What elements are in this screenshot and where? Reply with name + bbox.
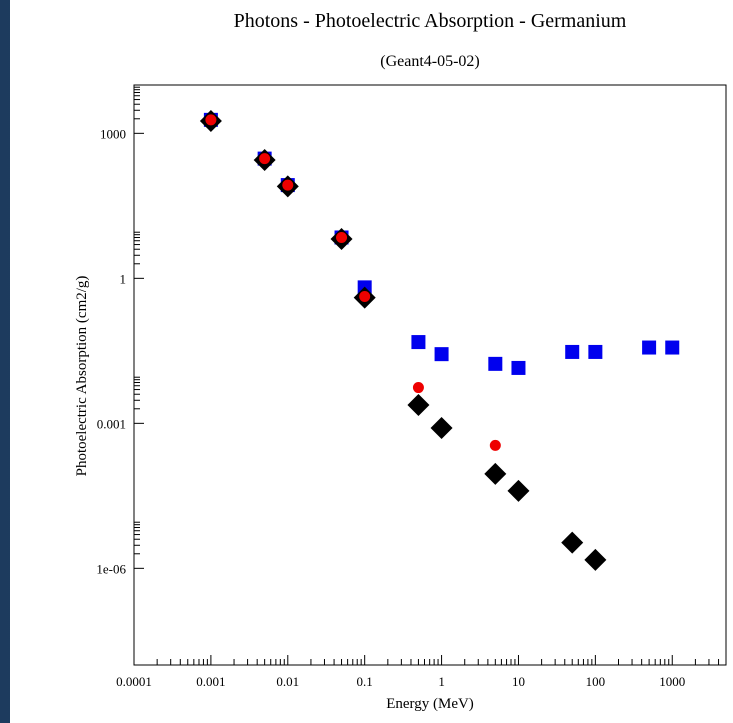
circle-marker	[205, 114, 217, 126]
square-marker	[565, 344, 580, 359]
data-marks	[199, 109, 680, 571]
chart-svg: Photons - Photoelectric Absorption - Ger…	[74, 10, 727, 712]
square-marker	[588, 344, 603, 359]
square-marker	[665, 340, 680, 355]
diamond-marker	[407, 393, 430, 416]
x-tick-label: 1000	[659, 674, 685, 689]
x-tick-label: 10	[512, 674, 525, 689]
x-tick-label: 0.0001	[116, 674, 152, 689]
square-marker	[434, 347, 449, 362]
x-axis-label: Energy (MeV)	[386, 696, 474, 712]
diamond-marker	[561, 531, 584, 554]
square-marker	[411, 335, 426, 350]
diamond-marker	[430, 417, 453, 440]
y-axis-label: Photoelectric Absorption (cm2/g)	[74, 276, 90, 477]
chart-panel: Photons - Photoelectric Absorption - Ger…	[10, 0, 733, 723]
y-tick-label: 1	[120, 271, 127, 286]
x-tick-label: 100	[586, 674, 606, 689]
circle-marker	[282, 179, 294, 191]
chart-title: Photons - Photoelectric Absorption - Ger…	[234, 10, 627, 32]
diamond-marker	[584, 548, 607, 571]
circle-marker	[489, 439, 501, 451]
y-tick-label: 0.001	[97, 416, 126, 431]
x-tick-label: 1	[438, 674, 445, 689]
circle-marker	[412, 382, 424, 394]
square-marker	[642, 340, 657, 355]
tick-labels: 0.0001 0.001 0.01 0.1 1 10 100 1000 1e-06 0.001 1 1…	[96, 126, 685, 689]
circle-marker	[336, 231, 348, 243]
plot-frame	[133, 84, 727, 666]
x-tick-label: 0.001	[196, 674, 225, 689]
y-tick-label: 1000	[100, 126, 126, 141]
x-tick-label: 0.1	[357, 674, 373, 689]
square-marker	[511, 360, 526, 375]
axis-ticks	[133, 86, 727, 665]
x-tick-label: 0.01	[276, 674, 299, 689]
diamond-marker	[484, 462, 507, 485]
circle-marker	[259, 153, 271, 165]
square-marker	[488, 356, 503, 371]
diamond-marker	[507, 479, 530, 502]
chart-subtitle: (Geant4-05-02)	[380, 53, 480, 70]
y-tick-label: 1e-06	[96, 561, 126, 576]
circle-marker	[359, 291, 371, 303]
